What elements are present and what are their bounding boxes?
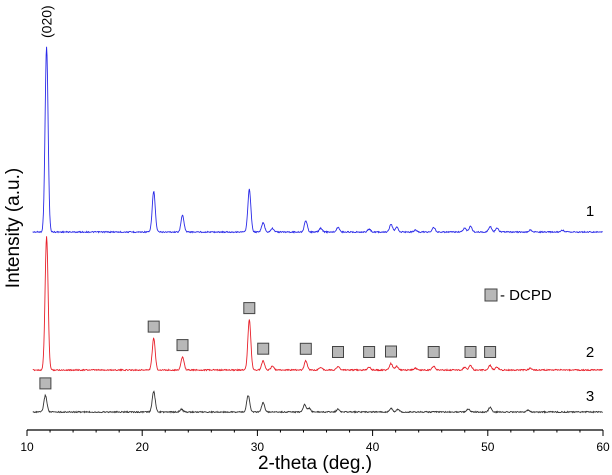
dcpd-marker <box>484 346 497 358</box>
dcpd-marker <box>243 302 256 315</box>
series-3-trace <box>32 390 603 414</box>
dcpd-marker <box>176 339 189 352</box>
y-axis-title: Intensity (a.u.) <box>3 168 24 288</box>
x-tick-label: 20 <box>136 440 150 454</box>
legend-label: - DCPD <box>500 287 552 304</box>
dcpd-markers <box>39 302 497 390</box>
x-tick-label: 50 <box>481 440 495 454</box>
dcpd-marker <box>385 345 397 358</box>
dcpd-marker <box>363 346 376 358</box>
series-label-3: 3 <box>586 388 594 405</box>
x-tick-label: 40 <box>366 440 380 454</box>
dcpd-marker <box>39 377 52 390</box>
dcpd-marker <box>332 346 344 358</box>
dcpd-marker <box>427 346 440 358</box>
dcpd-marker <box>147 320 160 333</box>
dcpd-marker <box>464 346 477 358</box>
x-tick-label: 60 <box>596 440 610 454</box>
series-label-1: 1 <box>586 203 594 220</box>
dcpd-marker <box>257 342 270 355</box>
series-labels: 1 2 3 <box>586 203 594 405</box>
legend: - DCPD <box>484 287 552 304</box>
peak-annotations: (020) <box>39 5 55 38</box>
series-1-trace <box>32 46 603 234</box>
dcpd-marker <box>299 342 312 355</box>
peak-label-020: (020) <box>39 5 55 38</box>
x-tick-label: 10 <box>20 440 34 454</box>
legend-marker <box>484 288 498 302</box>
x-tick-label: 30 <box>251 440 265 454</box>
x-axis-title: 2-theta (deg.) <box>258 453 372 474</box>
series-traces <box>32 46 603 414</box>
series-label-2: 2 <box>586 344 594 361</box>
series-2-trace <box>32 236 603 372</box>
x-ticks: 10 20 30 40 50 60 <box>20 430 610 454</box>
